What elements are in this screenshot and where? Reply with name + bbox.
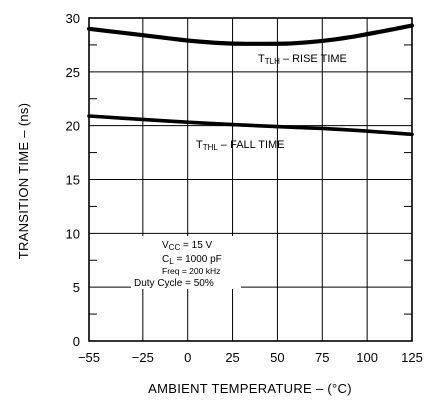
x-tick-label: 0	[184, 350, 191, 365]
y-axis-label: TRANSITION TIME – (ns)	[16, 103, 31, 260]
y-tick-label: 20	[66, 119, 80, 134]
x-tick-label: 25	[225, 350, 239, 365]
y-tick-label: 5	[73, 280, 80, 295]
x-axis-label: AMBIENT TEMPERATURE – (°C)	[148, 381, 352, 396]
condition-freq: Freq = 200 kHz	[162, 266, 220, 276]
y-tick-label: 10	[66, 226, 80, 241]
condition-duty: Duty Cycle = 50%	[134, 278, 214, 289]
y-tick-labels: 0 5 10 15 20 25 30	[66, 11, 80, 349]
x-tick-label: 125	[401, 350, 423, 365]
fall-time-curve	[87, 114, 414, 137]
fall-time-label: TTHL – FALL TIME	[196, 139, 285, 152]
x-tick-label: 75	[315, 350, 329, 365]
y-tick-label: 25	[66, 65, 80, 80]
condition-vcc: VCC = 15 V	[162, 240, 213, 252]
rise-time-label: TTLH – RISE TIME	[258, 53, 347, 66]
grid-lines	[89, 18, 412, 341]
condition-cl: CL = 1000 pF	[162, 254, 222, 266]
series-lines	[86, 23, 415, 137]
x-tick-label: −55	[78, 350, 100, 365]
x-tick-labels: −55 −25 0 25 50 75 100 125	[78, 350, 423, 365]
x-tick-label: 100	[356, 350, 378, 365]
x-tick-label: 50	[270, 350, 284, 365]
minor-ticks	[89, 44, 412, 315]
y-tick-label: 0	[73, 334, 80, 349]
y-tick-label: 30	[66, 11, 80, 26]
conditions-box	[131, 236, 241, 289]
y-tick-label: 15	[66, 173, 80, 188]
rise-time-curve	[86, 23, 415, 46]
plot-frame	[88, 17, 413, 342]
x-tick-label: −25	[132, 350, 154, 365]
